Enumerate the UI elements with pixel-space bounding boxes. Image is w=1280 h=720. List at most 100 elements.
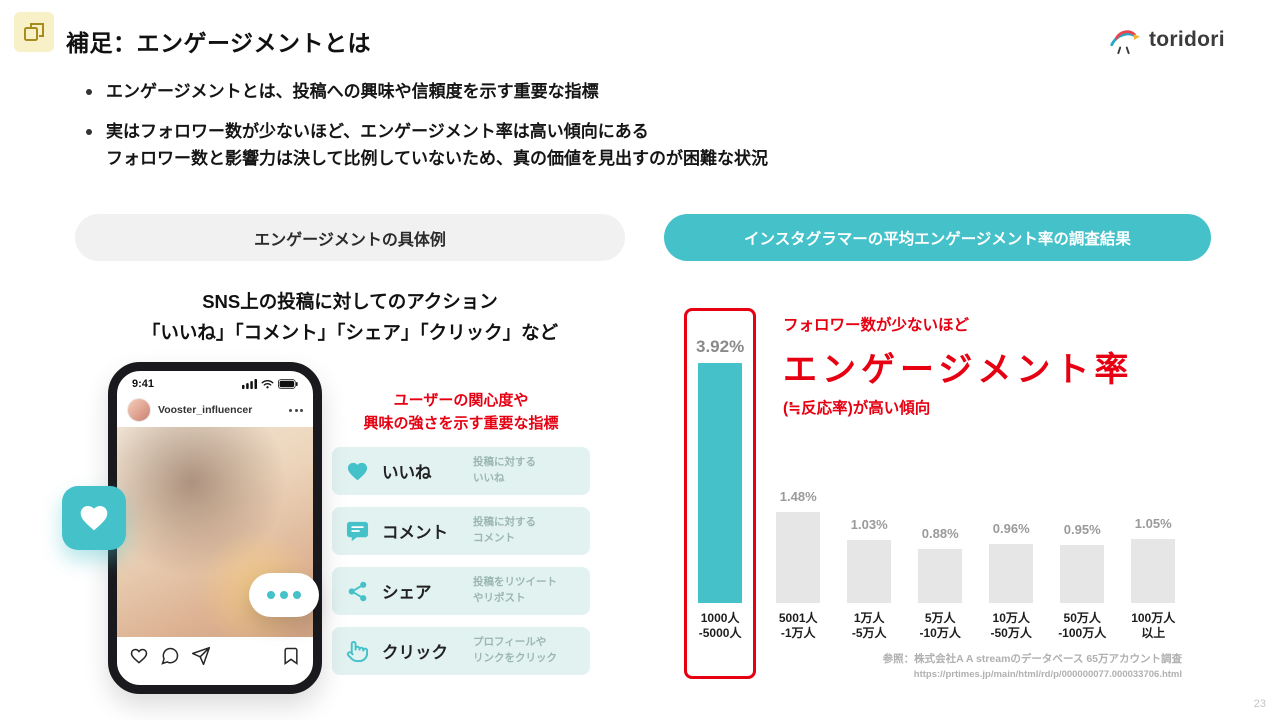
action-desc: 投稿に対する いいね bbox=[473, 456, 536, 484]
action-label: コメント bbox=[382, 524, 448, 542]
like-icon bbox=[130, 648, 148, 664]
status-time: 9:41 bbox=[132, 378, 155, 390]
bar-value-label: 0.88% bbox=[921, 525, 959, 541]
bar-value-label: 3.92% bbox=[696, 336, 745, 356]
bar-group-3: 1.03% 1万人 -5万人 bbox=[840, 515, 898, 642]
bar-group-7: 1.05% 100万人 以上 bbox=[1124, 514, 1182, 642]
avatar bbox=[127, 398, 151, 422]
wifi-icon bbox=[261, 380, 274, 389]
bar bbox=[1131, 538, 1176, 603]
annotation-line2: エンゲージメント率 bbox=[783, 351, 1134, 389]
bar-group-2: 1.48% 5001人 -1万人 bbox=[769, 487, 827, 642]
bullet-item: エンゲージメントとは、投稿への興味や信頼度を示す重要な指標 bbox=[86, 79, 946, 105]
bar-value-label: 1.05% bbox=[1134, 515, 1172, 531]
slide-marker-icon bbox=[14, 12, 54, 52]
source-url: https://prtimes.jp/main/html/rd/p/000000… bbox=[913, 668, 1182, 680]
bar bbox=[776, 511, 821, 603]
bar-category-label: 10万人 -50万人 bbox=[990, 610, 1032, 641]
dot bbox=[280, 591, 288, 599]
bar bbox=[989, 543, 1034, 603]
bar-category-label: 5万人 -10万人 bbox=[919, 610, 961, 641]
logo-text: toridori bbox=[1149, 28, 1225, 51]
left-subtitle-line2: 「いいね」「コメント」「シェア」「クリック」など bbox=[141, 322, 559, 344]
bar bbox=[847, 539, 892, 603]
left-red-note-line1: ユーザーの関心度や bbox=[393, 392, 529, 409]
post-header: Vooster_influencer bbox=[117, 393, 313, 427]
chart-annotation: フォロワー数が少ないほど エンゲージメント率 (≒反応率)が高い傾向 bbox=[783, 313, 1133, 418]
comment-icon bbox=[345, 519, 369, 543]
right-section-header-label: インスタグラマーの平均エンゲージメント率の調査結果 bbox=[744, 230, 1131, 248]
action-row-share: シェア 投稿をリツイート やリポスト bbox=[332, 567, 590, 615]
typing-bubble bbox=[249, 573, 319, 617]
left-red-note: ユーザーの関心度や 興味の強さを示す重要な指標 bbox=[332, 389, 590, 436]
action-label: クリック bbox=[382, 644, 448, 662]
heart-icon bbox=[345, 459, 369, 483]
bar-value-label: 1.48% bbox=[779, 488, 817, 504]
share-icon bbox=[345, 579, 369, 603]
dot bbox=[293, 591, 301, 599]
bird-icon bbox=[1110, 30, 1140, 55]
bar-value-label: 1.03% bbox=[850, 516, 888, 532]
left-red-note-line2: 興味の強さを示す重要な指標 bbox=[363, 415, 559, 433]
bar-category-label: 100万人 以上 bbox=[1131, 610, 1176, 641]
action-label: シェア bbox=[382, 584, 432, 602]
annotation-line1: フォロワー数が少ないほど bbox=[783, 317, 970, 334]
battery-icon bbox=[278, 379, 298, 389]
left-section-header: エンゲージメントの具体例 bbox=[75, 214, 625, 261]
status-icons bbox=[242, 379, 298, 389]
window-copy-icon bbox=[24, 23, 44, 41]
source-line1: 参照：株式会社A A streamのデータベース 65万アカウント調査 bbox=[882, 653, 1182, 665]
phone-mockup: 9:41 Vooster_influenc bbox=[108, 362, 322, 694]
comment-bubble-icon bbox=[161, 647, 179, 665]
heart-icon bbox=[80, 506, 108, 531]
bullet-list: エンゲージメントとは、投稿への興味や信頼度を示す重要な指標 実はフォロワー数が少… bbox=[86, 79, 946, 186]
bullet-2-line1: 実はフォロワー数が少ないほど、エンゲージメント率は高い傾向にある bbox=[106, 122, 649, 142]
action-row-comment: コメント 投稿に対する コメント bbox=[332, 507, 590, 555]
bar bbox=[918, 548, 963, 603]
username: Vooster_influencer bbox=[158, 404, 253, 416]
bookmark-icon bbox=[284, 647, 298, 665]
bullet-item: 実はフォロワー数が少ないほど、エンゲージメント率は高い傾向にある フォロワー数と… bbox=[86, 119, 946, 172]
action-label: いいね bbox=[382, 464, 432, 482]
bar-category-label: 1000人 -5000人 bbox=[698, 610, 742, 641]
action-desc: プロフィールや リンクをクリック bbox=[473, 636, 557, 664]
left-subtitle: SNS上の投稿に対してのアクション 「いいね」「コメント」「シェア」「クリック」… bbox=[75, 286, 625, 349]
bar-category-label: 1万人 -5万人 bbox=[851, 610, 887, 641]
action-row-click: クリック プロフィールや リンクをクリック bbox=[332, 627, 590, 675]
bar-category-label: 5001人 -1万人 bbox=[778, 610, 818, 641]
action-row-heart: いいね 投稿に対する いいね bbox=[332, 447, 590, 495]
phone-status-bar: 9:41 bbox=[117, 371, 313, 393]
bar bbox=[698, 362, 743, 603]
chart-source: 参照：株式会社A A streamのデータベース 65万アカウント調査 http… bbox=[883, 652, 1182, 682]
bullet-2-line2: フォロワー数と影響力は決して比例していないため、真の価値を見出すのが困難な状況 bbox=[106, 148, 768, 168]
right-section-header: インスタグラマーの平均エンゲージメント率の調査結果 bbox=[664, 214, 1211, 261]
bar bbox=[1060, 544, 1105, 603]
bar-group-5: 0.96% 10万人 -50万人 bbox=[982, 519, 1040, 642]
bar-chart: 3.92% 1000人 -5000人 1.48% 5001人 -1万人 1.03% 1万人 -5… bbox=[684, 307, 1182, 679]
action-desc: 投稿に対する コメント bbox=[473, 516, 536, 544]
bar-group-6: 0.95% 50万人 -100万人 bbox=[1053, 520, 1111, 642]
action-list: いいね 投稿に対する いいねコメント 投稿に対する コメントシェア 投稿をリツイート やリポ… bbox=[332, 447, 590, 687]
dot bbox=[267, 591, 275, 599]
bar-group-4: 0.88% 5万人 -10万人 bbox=[911, 524, 969, 642]
more-options-icon bbox=[289, 408, 303, 412]
send-icon bbox=[191, 646, 211, 666]
bar-value-label: 0.95% bbox=[1063, 521, 1101, 537]
bar-category-label: 50万人 -100万人 bbox=[1058, 610, 1107, 641]
signal-icon bbox=[242, 379, 257, 389]
page-title: 補足：エンゲージメントとは bbox=[66, 30, 372, 56]
bar-group-1: 3.92% 1000人 -5000人 bbox=[684, 307, 757, 679]
left-section-header-label: エンゲージメントの具体例 bbox=[254, 231, 446, 249]
bullet-dot bbox=[86, 89, 92, 95]
bar-value-label: 0.96% bbox=[992, 520, 1030, 536]
left-subtitle-line1: SNS上の投稿に対してのアクション bbox=[202, 291, 498, 312]
annotation-line3: (≒反応率)が高い傾向 bbox=[783, 400, 931, 417]
bullet-dot bbox=[86, 129, 92, 136]
action-desc: 投稿をリツイート やリポスト bbox=[473, 576, 557, 604]
click-icon bbox=[345, 639, 369, 663]
page-number: 23 bbox=[1253, 698, 1266, 710]
post-action-bar bbox=[117, 637, 313, 675]
toridori-logo: toridori bbox=[1104, 24, 1225, 56]
bullet-1-text: エンゲージメントとは、投稿への興味や信頼度を示す重要な指標 bbox=[106, 82, 599, 101]
